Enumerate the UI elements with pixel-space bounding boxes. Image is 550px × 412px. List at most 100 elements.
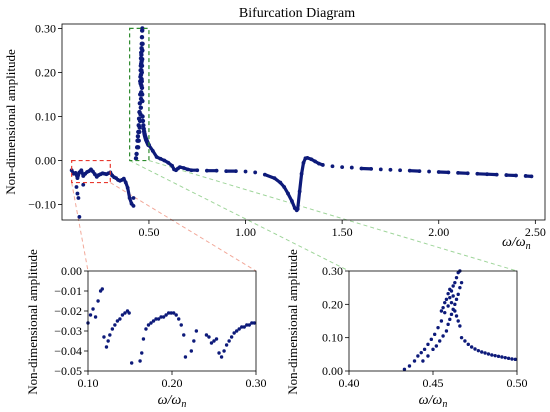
main-data-point	[436, 170, 441, 174]
inset-right-data-point	[486, 352, 491, 356]
main-data-point	[378, 167, 383, 172]
y-tick-label: −0.03	[54, 324, 82, 338]
inset-right-data-point	[513, 357, 518, 362]
x-tick-label: 1.00	[235, 225, 256, 239]
main-data-point	[75, 191, 80, 196]
main-spike-point	[135, 145, 141, 150]
inset-right-data-point	[421, 359, 425, 363]
inset-right-data-point	[412, 359, 417, 363]
main-data-point	[181, 166, 186, 170]
inset-right-data-point	[493, 353, 497, 358]
main-data-point	[523, 174, 528, 178]
main-data-point	[330, 164, 335, 169]
inset-right-data-point	[443, 300, 447, 305]
inset-left-data-point	[171, 311, 176, 315]
inset-right-y-axis: 0.00 0.10 0.20 0.30	[322, 264, 349, 378]
inset-left-data-point	[120, 313, 125, 317]
y-tick-label: 0.20	[322, 297, 343, 311]
inset-left-data-point	[182, 333, 186, 337]
main-data-point	[504, 173, 509, 177]
inset-right-data-point	[441, 305, 445, 310]
main-data-point	[282, 185, 287, 189]
main-data-point	[456, 170, 460, 175]
main-x-axis-label: ω/ωn	[502, 235, 531, 252]
inset-left-data-point	[154, 317, 158, 321]
main-data-point	[233, 169, 238, 174]
inset-right-data-point	[449, 312, 454, 317]
main-spike-point	[140, 41, 145, 47]
main-spike-point	[139, 35, 145, 40]
main-data-point	[301, 160, 306, 165]
main-spike-point	[139, 59, 144, 64]
inset-right-data-point	[448, 295, 452, 300]
inset-left-data-point	[102, 335, 106, 339]
main-data-point	[299, 171, 304, 176]
zoom-box-right	[129, 27, 150, 162]
x-tick-label: 0.30	[246, 376, 267, 390]
inset-left-data-point	[192, 339, 196, 343]
inset-right-data-point	[432, 332, 437, 337]
main-plot-area	[69, 26, 534, 219]
main-data-point	[320, 163, 325, 167]
inset-left-data-point	[232, 331, 236, 335]
main-data-point	[262, 172, 267, 177]
inset-left-data-point	[169, 311, 173, 315]
connector-left-a	[71, 182, 89, 272]
main-data-point	[417, 169, 422, 174]
inset-left-data-point	[113, 323, 117, 327]
y-tick-label: −0.10	[28, 198, 56, 212]
inset-left-data-point	[252, 321, 257, 325]
inset-right-chart: 0.00 0.10 0.20 0.30 0.40 0.45 0.50 Non-dimens…	[285, 249, 528, 410]
main-data-point	[154, 155, 159, 159]
inset-left-data-point	[141, 337, 146, 341]
inset-left-data-point	[179, 323, 183, 327]
inset-left-data-point	[118, 317, 122, 321]
inset-left-data-point	[146, 323, 151, 327]
main-data-point	[309, 157, 314, 162]
main-data-point	[359, 166, 364, 171]
inset-right-data-point	[454, 275, 459, 280]
main-spike-point	[139, 92, 145, 97]
y-tick-label: 0.00	[322, 364, 343, 378]
main-data-point	[305, 155, 310, 160]
main-spike-point	[140, 118, 146, 124]
main-data-point	[427, 169, 431, 174]
main-spike-point	[140, 98, 145, 104]
inset-right-data-point	[441, 334, 445, 338]
inset-left-data-point	[104, 345, 109, 349]
main-data-point	[189, 168, 194, 173]
inset-right-data-point	[459, 280, 464, 285]
inset-left-data-point	[100, 287, 104, 291]
inset-right-y-axis-label: Non-dimensional amplitude	[285, 249, 300, 395]
main-spike-point	[137, 129, 142, 135]
main-spike-point	[140, 114, 145, 119]
main-data-point	[243, 169, 248, 174]
inset-right-data-point	[407, 364, 412, 368]
inset-right-data-point	[426, 354, 430, 358]
main-data-point	[177, 165, 182, 170]
inset-right-data-point	[436, 325, 440, 330]
main-data-point	[494, 172, 499, 177]
main-spike-point	[136, 138, 141, 143]
inset-right-plot-area	[402, 269, 518, 372]
main-data-point	[446, 170, 451, 175]
inset-left-data-point	[159, 315, 163, 319]
main-data-point	[79, 168, 84, 173]
main-data-point	[81, 182, 86, 187]
main-spike-point	[139, 50, 144, 55]
main-data-point	[485, 172, 489, 177]
inset-left-data-point	[138, 359, 142, 363]
main-spike-point	[140, 26, 145, 31]
inset-right-data-point	[454, 297, 459, 302]
y-tick-label: −0.01	[54, 284, 82, 298]
inset-right-data-point	[490, 353, 494, 357]
x-tick-label: 0.50	[507, 376, 528, 390]
inset-left-data-point	[234, 329, 239, 333]
x-tick-label: 0.50	[138, 225, 159, 239]
main-data-point	[125, 185, 130, 190]
inset-left-data-point	[227, 339, 231, 343]
inset-left-data-point	[151, 319, 156, 323]
main-data-point	[121, 176, 126, 181]
inset-right-data-point	[510, 357, 514, 361]
inset-right-data-point	[439, 309, 444, 313]
